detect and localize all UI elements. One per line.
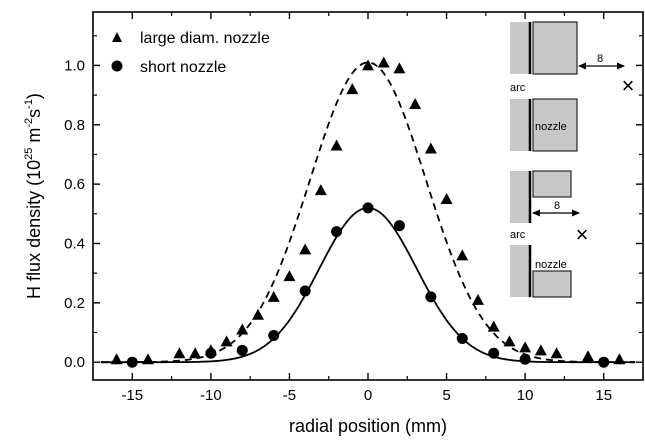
y-tick-label: 0.4 <box>64 235 85 252</box>
inset-top-arrowhead-right <box>617 62 625 70</box>
inset-top-nozzle-block <box>532 21 578 75</box>
inset-bottom-arc-block <box>510 171 529 223</box>
data-point-large-nozzle <box>299 243 312 255</box>
data-point-large-nozzle <box>173 347 186 359</box>
data-point-large-nozzle <box>393 62 406 74</box>
data-point-short-nozzle <box>331 226 343 238</box>
legend-marker-circle <box>111 60 123 72</box>
data-point-large-nozzle <box>519 341 532 353</box>
data-point-large-nozzle <box>550 347 563 359</box>
data-point-large-nozzle <box>613 353 626 365</box>
data-point-large-nozzle <box>314 184 327 196</box>
data-point-large-nozzle <box>472 293 484 305</box>
data-point-short-nozzle <box>268 329 280 341</box>
fit-curve-large-nozzle <box>100 61 636 364</box>
data-point-large-nozzle <box>346 83 359 95</box>
data-point-short-nozzle <box>362 202 374 214</box>
inset-top-arc-block-lower <box>510 99 529 151</box>
y-tick-label: 1.0 <box>64 57 85 74</box>
data-point-large-nozzle <box>487 320 500 332</box>
data-point-large-nozzle <box>283 270 296 282</box>
data-point-short-nozzle <box>456 332 468 344</box>
inset-bottom-arrowhead-right <box>572 209 580 217</box>
data-point-short-nozzle <box>425 291 437 303</box>
data-point-large-nozzle <box>362 59 374 71</box>
data-point-short-nozzle <box>299 285 311 297</box>
inset-bottom-nozzle-block-lower <box>532 270 572 298</box>
inset-top-arc-label: arc <box>510 82 526 94</box>
y-tick-label: 0.0 <box>64 354 85 371</box>
data-point-large-nozzle <box>456 249 469 261</box>
data-point-large-nozzle <box>377 56 390 68</box>
data-point-large-nozzle <box>330 139 343 151</box>
inset-top-distance-label: 8 <box>597 53 603 65</box>
data-point-large-nozzle <box>409 98 422 109</box>
y-tick-label: 0.6 <box>64 176 85 193</box>
legend-label-large-nozzle: large diam. nozzle <box>140 30 270 47</box>
data-point-large-nozzle <box>582 350 594 362</box>
inset-diagram: arc nozzle 8 × arc 8 × nozzle <box>510 21 635 298</box>
inset-top-nozzle-label: nozzle <box>535 121 567 133</box>
data-point-large-nozzle <box>503 335 516 347</box>
x-tick-label: -15 <box>121 387 143 404</box>
data-point-short-nozzle <box>126 356 138 368</box>
data-point-large-nozzle <box>189 347 202 359</box>
x-tick-label: 5 <box>442 387 450 404</box>
y-axis-title: H flux density (1025 m-2s-1) <box>23 93 44 299</box>
inset-bottom-nozzle-block <box>532 170 572 198</box>
inset-bottom-arc-block-lower <box>510 245 529 297</box>
data-point-short-nozzle <box>598 356 610 368</box>
inset-bottom-arrowhead-left <box>532 209 540 217</box>
data-point-short-nozzle <box>393 220 405 232</box>
inset-bottom-nozzle-label: nozzle <box>535 259 567 271</box>
data-point-short-nozzle <box>205 347 217 359</box>
points-layer <box>110 56 626 368</box>
x-tick-label: 15 <box>595 387 612 404</box>
inset-bottom-measurement-mark: × <box>576 222 589 247</box>
data-point-large-nozzle <box>220 335 233 347</box>
inset-top-arrowhead-left <box>578 62 586 70</box>
data-point-large-nozzle <box>110 353 123 365</box>
legend-marker-triangle <box>112 32 122 42</box>
x-tick-label: 0 <box>364 387 372 404</box>
inset-bottom-distance-label: 8 <box>554 200 560 212</box>
data-point-large-nozzle <box>424 142 437 154</box>
data-point-short-nozzle <box>236 344 248 356</box>
legend-label-short-nozzle: short nozzle <box>140 59 226 76</box>
y-tick-label: 0.2 <box>64 295 85 312</box>
x-tick-label: -10 <box>200 387 222 404</box>
data-point-large-nozzle <box>142 353 154 365</box>
axes-layer: -15 -10 -5 0 5 10 15 0.0 0.2 0.4 0.6 0.8 1.0 <box>64 12 644 404</box>
data-point-short-nozzle <box>488 347 500 359</box>
data-point-large-nozzle <box>267 290 280 302</box>
inset-top-nozzle-block-lower <box>532 98 578 152</box>
y-tick-label: 0.8 <box>64 117 85 134</box>
x-tick-label: -5 <box>283 387 296 404</box>
inset-top-measurement-mark: × <box>622 73 635 98</box>
x-axis-title: radial position (mm) <box>289 416 447 436</box>
data-point-short-nozzle <box>519 353 531 365</box>
inset-bottom-arc-label: arc <box>510 229 526 241</box>
data-point-large-nozzle <box>236 323 249 335</box>
x-tick-label: 10 <box>517 387 534 404</box>
legend: large diam. nozzle short nozzle <box>111 30 270 76</box>
data-point-large-nozzle <box>534 344 547 356</box>
data-point-large-nozzle <box>440 192 453 204</box>
data-point-large-nozzle <box>252 308 264 320</box>
inset-top-arc-block <box>510 22 529 74</box>
